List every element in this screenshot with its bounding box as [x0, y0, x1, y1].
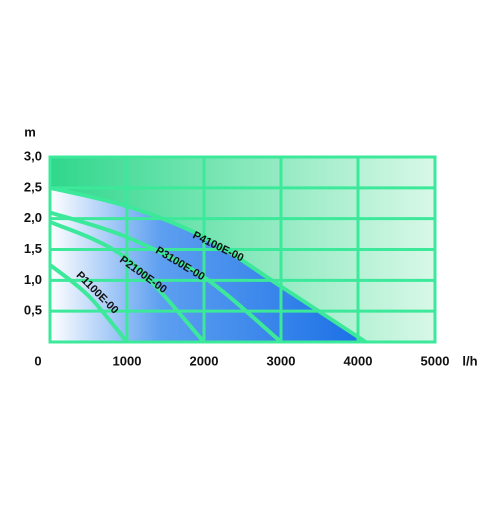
pump-curve: [49, 219, 206, 344]
y-tick-label: 2,0: [24, 210, 42, 225]
x-tick-label: 0: [34, 353, 41, 368]
pump-curve: [49, 210, 283, 344]
x-tick-label: 1000: [113, 353, 142, 368]
y-tick-label: 2,5: [24, 179, 42, 194]
pump-curve: [48, 263, 129, 344]
plot-border: [48, 155, 437, 344]
y-axis-label: m: [24, 124, 36, 139]
y-tick-label: 0,5: [24, 303, 42, 318]
y-tick-label: 3,0: [24, 148, 42, 163]
y-tick-label: 1,0: [24, 272, 42, 287]
pump-curve: [49, 185, 367, 344]
curve-fill: [50, 187, 366, 342]
x-tick-label: 3000: [267, 353, 296, 368]
x-axis-label: l/h: [462, 353, 477, 368]
y-tick-label: 1,5: [24, 241, 42, 256]
fill-layer: [50, 187, 366, 342]
x-tick-label: 2000: [190, 353, 219, 368]
x-tick-label: 5000: [421, 353, 450, 368]
x-tick-label: 4000: [344, 353, 373, 368]
